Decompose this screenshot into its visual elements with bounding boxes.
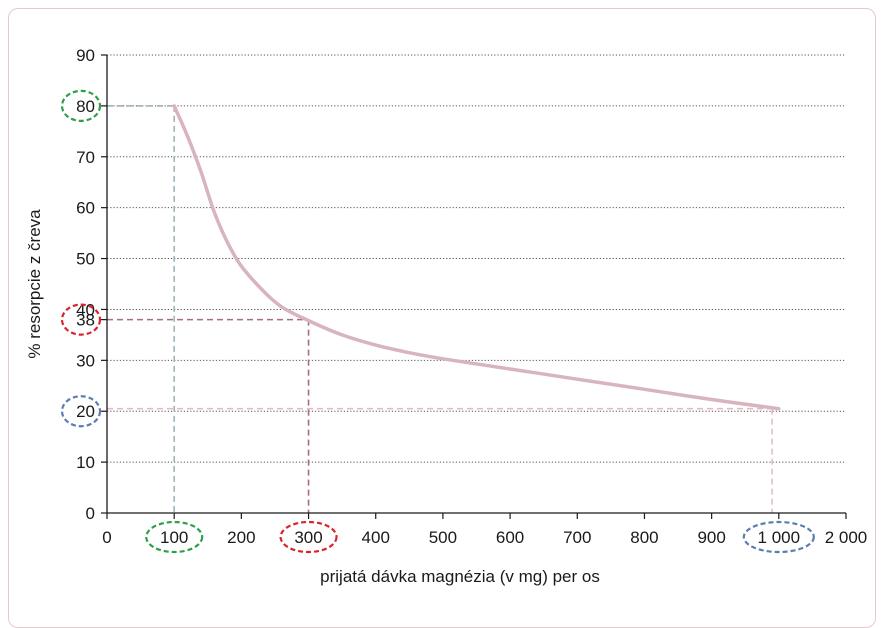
y-tick-label: 80 bbox=[76, 97, 95, 116]
y-tick-label: 38 bbox=[76, 311, 95, 330]
x-tick-label: 400 bbox=[362, 528, 390, 547]
x-tick-label: 500 bbox=[429, 528, 457, 547]
y-axis-title: % resorpcie z čreva bbox=[25, 209, 44, 359]
axes bbox=[106, 55, 846, 514]
x-tick-label: 600 bbox=[496, 528, 524, 547]
x-label-highlight bbox=[742, 520, 815, 554]
y-tick-label: 30 bbox=[76, 351, 95, 370]
series-layer bbox=[172, 104, 781, 411]
highlight-ellipses bbox=[60, 89, 815, 554]
x-tick-label: 0 bbox=[102, 528, 111, 547]
y-tick-label: 50 bbox=[76, 250, 95, 269]
x-tick-label: 1 000 bbox=[758, 528, 801, 547]
x-ticks: 0 100 200 300 400 500 600 700 800 900 1 000 2 000 bbox=[102, 513, 867, 547]
guide-lines bbox=[107, 105, 773, 513]
y-label-highlight bbox=[60, 89, 102, 122]
x-label-highlight bbox=[279, 520, 338, 554]
x-tick-label: 900 bbox=[697, 528, 725, 547]
x-tick-label: 300 bbox=[294, 528, 322, 547]
y-tick-label: 60 bbox=[76, 199, 95, 218]
y-tick-label: 10 bbox=[76, 453, 95, 472]
x-tick-label: 2 000 bbox=[825, 528, 868, 547]
y-tick-label: 0 bbox=[86, 504, 95, 523]
x-label-highlight bbox=[145, 520, 204, 554]
y-label-highlight bbox=[60, 303, 102, 336]
y-tick-label: 90 bbox=[76, 46, 95, 65]
series-line bbox=[172, 104, 781, 411]
y-ticks: 0 10 20 30 40 50 60 70 80 90 38 bbox=[76, 46, 107, 523]
y-tick-label: 70 bbox=[76, 148, 95, 167]
y-label-highlight bbox=[60, 395, 102, 428]
x-tick-label: 800 bbox=[630, 528, 658, 547]
y-tick-label: 40 bbox=[76, 300, 95, 319]
x-tick-label: 700 bbox=[563, 528, 591, 547]
x-tick-label: 200 bbox=[227, 528, 255, 547]
x-tick-label: 100 bbox=[160, 528, 188, 547]
y-tick-label: 20 bbox=[76, 402, 95, 421]
x-axis-title: prijatá dávka magnézia (v mg) per os bbox=[320, 567, 600, 586]
